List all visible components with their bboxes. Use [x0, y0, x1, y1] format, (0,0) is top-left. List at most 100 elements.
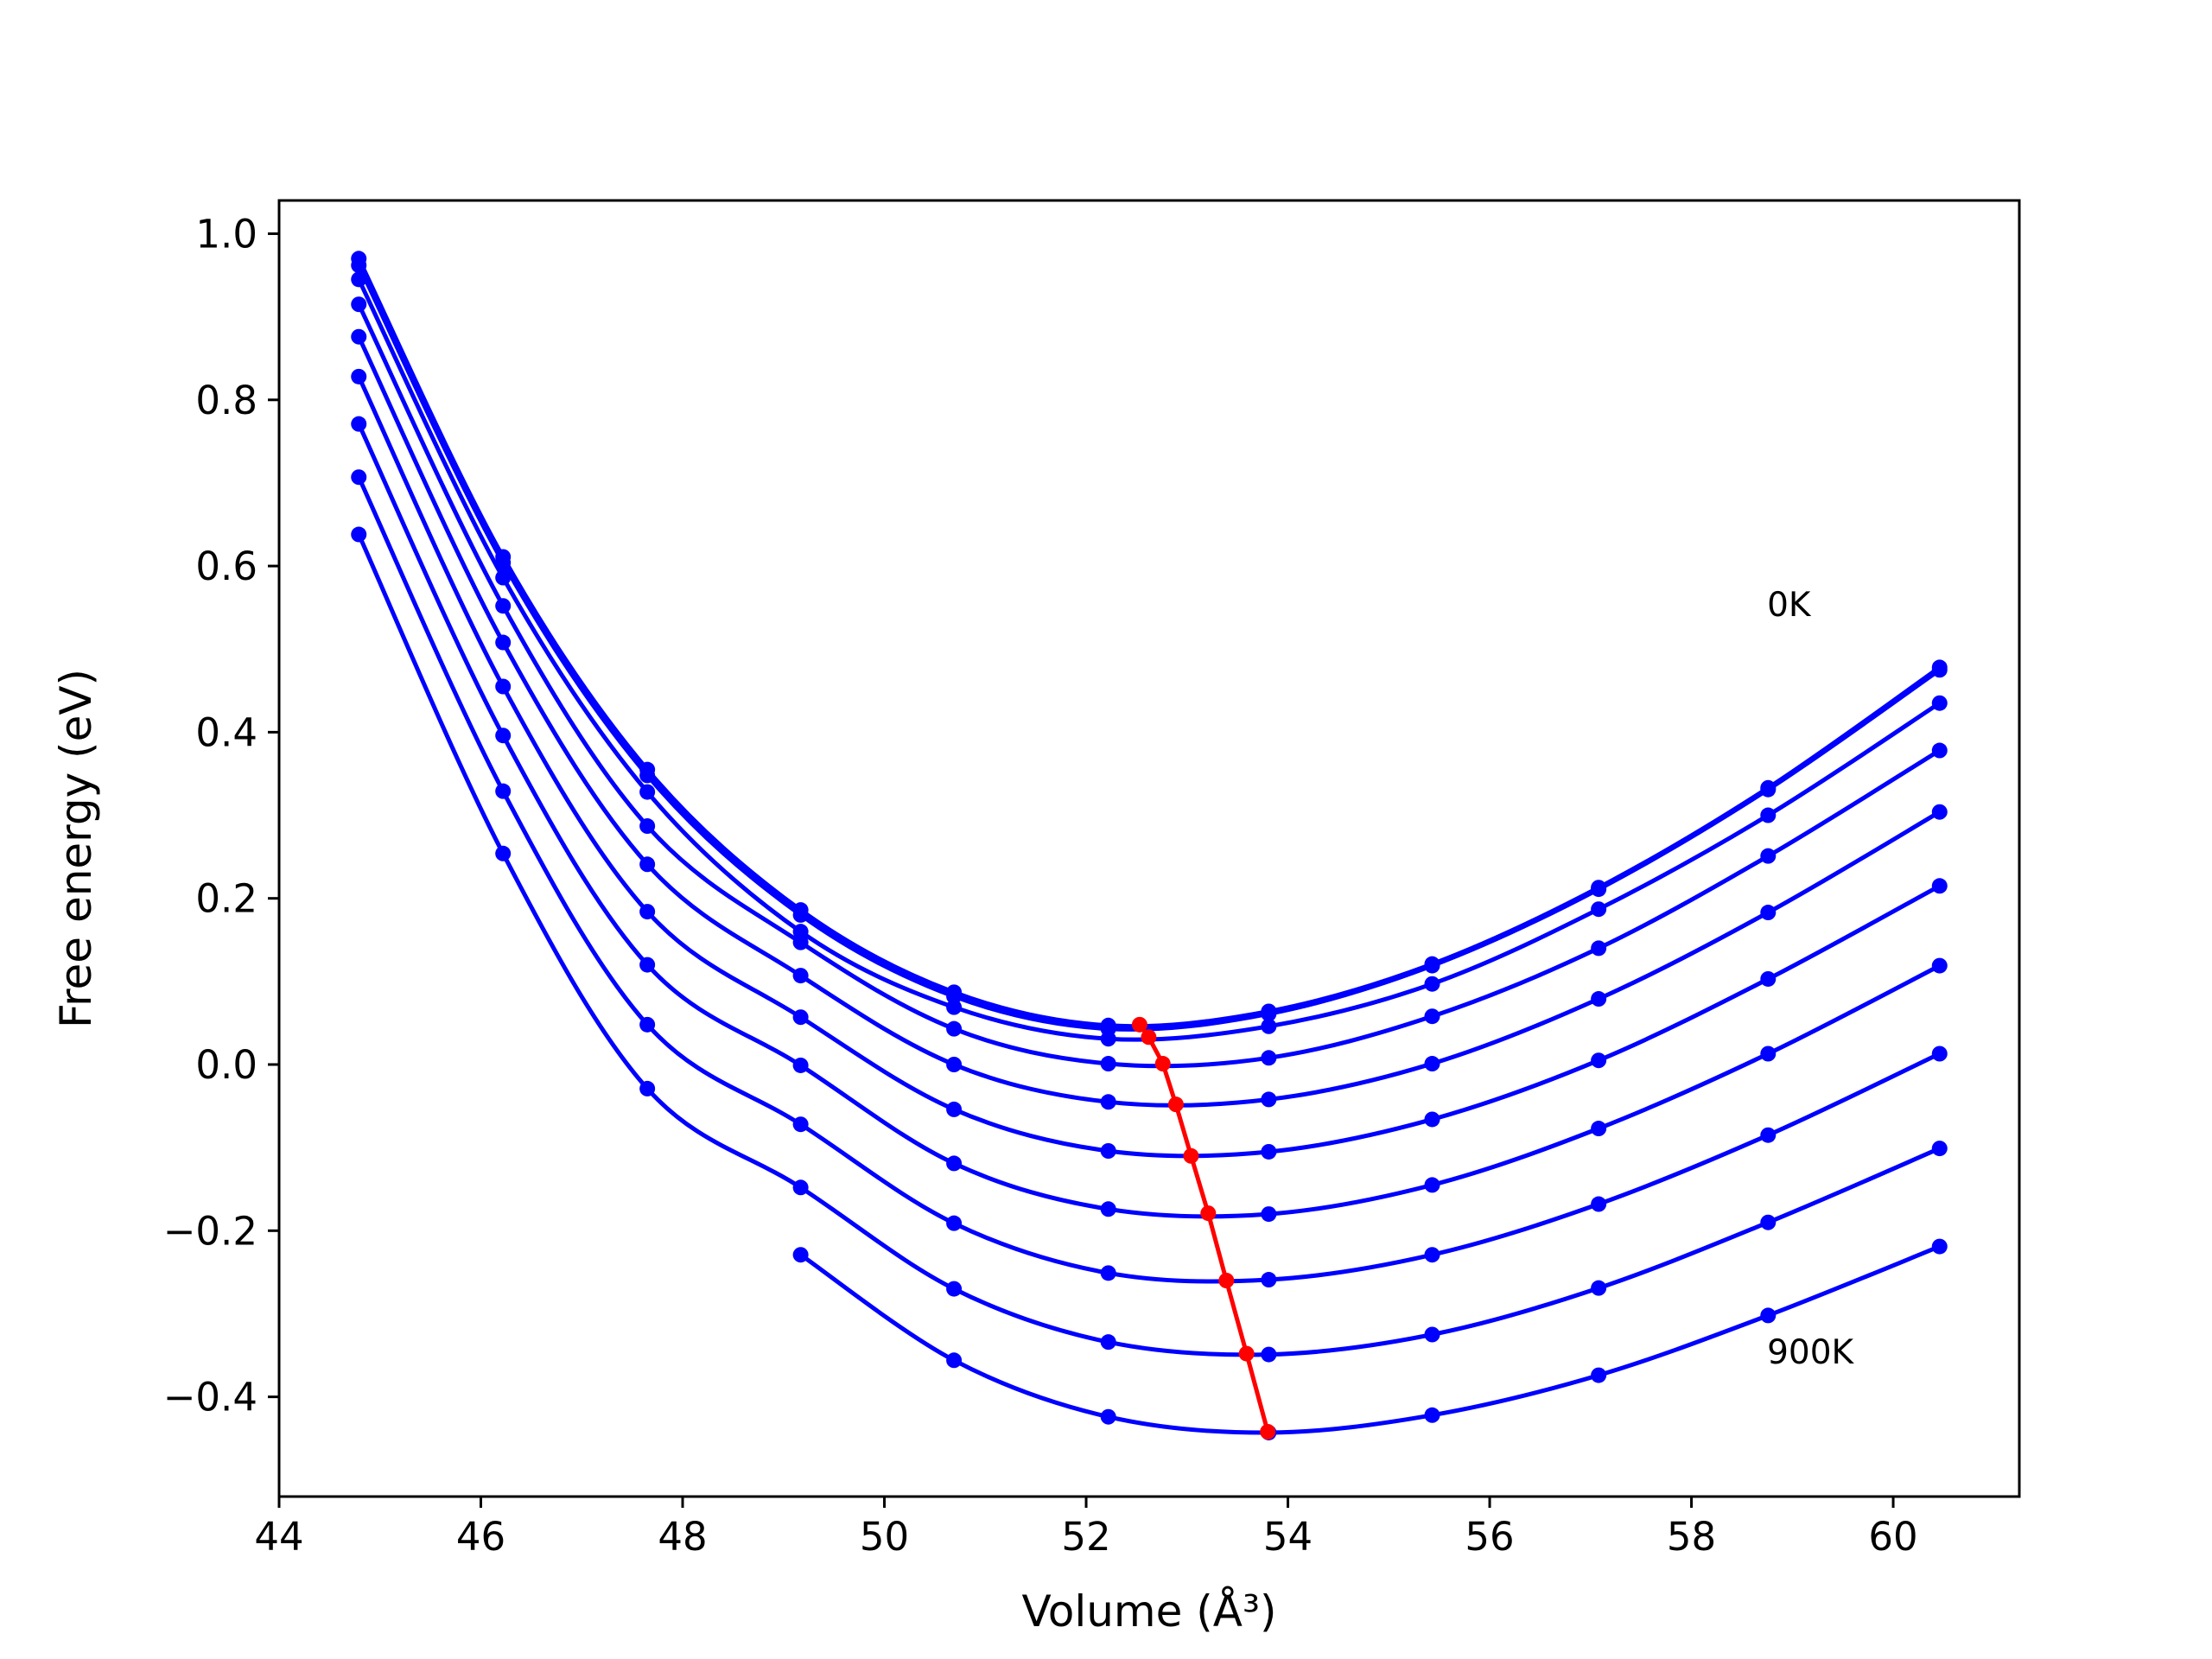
data-point — [1100, 1031, 1116, 1047]
data-point — [1100, 1143, 1116, 1159]
data-point — [639, 784, 656, 800]
series-line-3 — [356, 303, 1942, 1069]
data-point — [1931, 804, 1948, 820]
data-point — [1591, 901, 1607, 918]
data-point — [1100, 1201, 1116, 1217]
series-line-8 — [356, 533, 1941, 1357]
data-point — [1591, 1367, 1607, 1383]
data-point — [1931, 1238, 1948, 1255]
data-point — [792, 1057, 809, 1073]
data-point — [1424, 1247, 1440, 1263]
data-point — [1760, 1307, 1777, 1324]
data-point — [639, 856, 656, 873]
x-tick-label: 54 — [1263, 1514, 1313, 1560]
x-axis-label: Volume (Å³) — [1021, 1586, 1276, 1637]
data-point — [946, 1057, 963, 1072]
data-point — [351, 416, 367, 432]
y-tick-label: −0.2 — [163, 1208, 257, 1254]
data-point — [639, 767, 656, 784]
y-axis-label: Free energy (eV) — [51, 669, 101, 1028]
series-line-7 — [356, 476, 1941, 1284]
x-axis: 44 46 48 50 52 54 56 58 60 — [254, 1497, 1918, 1560]
data-point — [1760, 1127, 1777, 1143]
series-line-1 — [356, 264, 1942, 1032]
data-point — [946, 999, 963, 1015]
series-line-5 — [356, 375, 1941, 1159]
series-line-6 — [356, 423, 1941, 1219]
data-point — [792, 968, 809, 984]
annotation-0k: 0K — [1767, 586, 1812, 625]
data-point — [639, 1016, 656, 1033]
data-point — [1591, 881, 1607, 898]
data-point — [1931, 957, 1948, 974]
data-point — [495, 598, 512, 614]
data-point — [1261, 1143, 1277, 1160]
minimum-point — [1260, 1424, 1276, 1440]
data-point — [1424, 1326, 1440, 1343]
data-point — [1261, 1018, 1277, 1034]
data-point — [1261, 1272, 1277, 1288]
minimum-point — [1183, 1147, 1199, 1164]
data-point — [495, 678, 512, 695]
series-line-9 — [799, 1244, 1941, 1435]
data-point — [639, 1080, 656, 1096]
data-point — [495, 634, 512, 651]
data-point — [792, 924, 809, 940]
data-point — [495, 783, 512, 799]
data-point — [1100, 1334, 1116, 1351]
data-point — [1100, 1094, 1116, 1110]
data-point — [1591, 991, 1607, 1007]
data-point — [1760, 781, 1777, 798]
data-point — [1760, 848, 1777, 864]
data-point — [351, 257, 367, 273]
data-point — [1424, 976, 1440, 992]
y-tick-label: 0.0 — [195, 1042, 257, 1088]
x-tick-label: 48 — [658, 1514, 707, 1560]
data-point — [639, 818, 656, 835]
data-point — [1261, 1091, 1277, 1108]
data-point — [1931, 662, 1948, 678]
series-line-2 — [356, 278, 1942, 1042]
x-tick-label: 52 — [1061, 1514, 1110, 1560]
x-tick-label: 44 — [254, 1514, 303, 1560]
data-point — [495, 728, 512, 744]
x-tick-label: 58 — [1667, 1514, 1716, 1560]
y-tick-label: 0.6 — [195, 543, 257, 589]
data-point — [1760, 1046, 1777, 1062]
data-point — [1424, 1407, 1440, 1423]
data-point — [1261, 1346, 1277, 1363]
data-point — [792, 906, 809, 923]
data-point — [1591, 1052, 1607, 1069]
data-point — [792, 1116, 809, 1133]
data-point — [792, 1247, 809, 1263]
data-point — [1591, 1196, 1607, 1212]
data-point — [1261, 1206, 1277, 1223]
x-tick-label: 50 — [860, 1514, 909, 1560]
data-point — [792, 934, 809, 950]
data-point — [1591, 940, 1607, 957]
minimum-point — [1154, 1056, 1171, 1072]
data-point — [351, 296, 367, 313]
annotation-900k: 900K — [1767, 1333, 1854, 1372]
x-tick-label: 60 — [1868, 1514, 1917, 1560]
data-point — [1760, 1214, 1777, 1230]
plot-frame — [277, 199, 2021, 1498]
data-point — [946, 1281, 963, 1297]
data-point — [351, 526, 367, 543]
data-point — [946, 1101, 963, 1117]
y-tick-label: 0.8 — [195, 378, 257, 423]
y-tick-label: −0.4 — [163, 1375, 257, 1421]
data-point — [1261, 1050, 1277, 1066]
data-point — [1100, 1408, 1116, 1425]
data-point — [1931, 742, 1948, 759]
data-point — [792, 1179, 809, 1196]
minimum-point — [1141, 1029, 1157, 1046]
y-tick-label: 0.4 — [195, 709, 257, 755]
minimum-point — [1200, 1205, 1217, 1222]
minimum-trace-line — [1137, 1023, 1270, 1433]
data-point — [1591, 1121, 1607, 1137]
data-point — [639, 904, 656, 920]
data-point — [351, 368, 367, 385]
y-tick-label: 0.2 — [195, 876, 257, 922]
